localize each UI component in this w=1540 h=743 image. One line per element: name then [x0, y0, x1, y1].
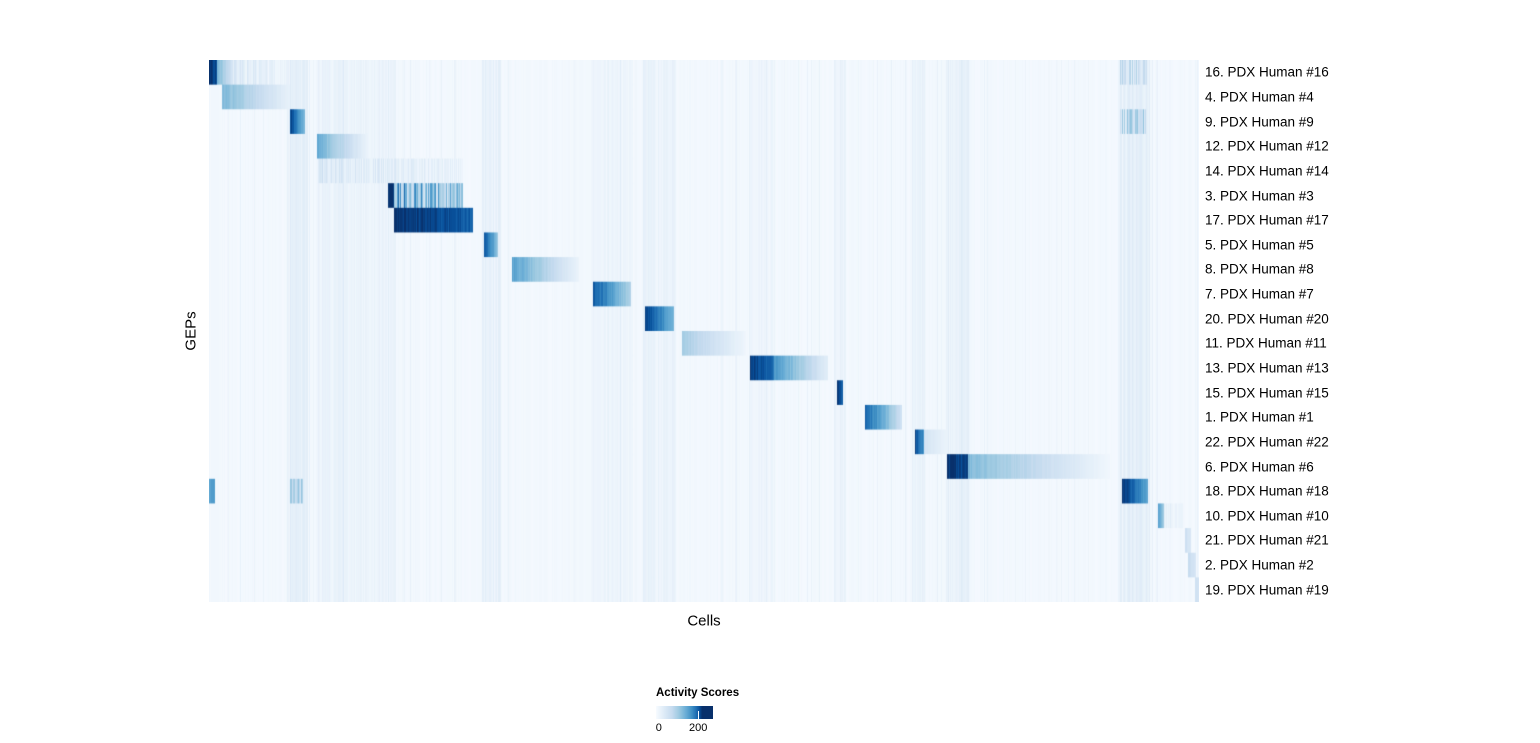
heatmap-canvas — [209, 60, 1199, 602]
row-label: 8. PDX Human #8 — [1205, 261, 1314, 277]
row-label: 18. PDX Human #18 — [1205, 483, 1329, 499]
row-label: 3. PDX Human #3 — [1205, 187, 1314, 203]
legend-colorbar-tickmark — [698, 711, 700, 719]
row-label: 5. PDX Human #5 — [1205, 237, 1314, 253]
legend-ticks: 0 200 — [656, 722, 713, 736]
row-label: 4. PDX Human #4 — [1205, 89, 1314, 105]
legend-colorbar — [656, 706, 713, 719]
row-label: 16. PDX Human #16 — [1205, 64, 1329, 80]
row-label: 15. PDX Human #15 — [1205, 384, 1329, 400]
row-labels: 16. PDX Human #16 4. PDX Human #4 9. PDX H… — [1205, 0, 1535, 743]
row-label: 1. PDX Human #1 — [1205, 409, 1314, 425]
y-axis-label: GEPs — [182, 311, 200, 351]
x-axis-label: Cells — [687, 612, 721, 630]
row-label: 11. PDX Human #11 — [1205, 335, 1327, 351]
row-label: 20. PDX Human #20 — [1205, 310, 1329, 326]
row-label: 13. PDX Human #13 — [1205, 360, 1329, 376]
row-label: 21. PDX Human #21 — [1205, 532, 1329, 548]
row-label: 9. PDX Human #9 — [1205, 113, 1314, 129]
row-label: 2. PDX Human #2 — [1205, 557, 1314, 573]
legend-title: Activity Scores — [656, 687, 740, 699]
row-label: 17. PDX Human #17 — [1205, 212, 1329, 228]
row-label: 22. PDX Human #22 — [1205, 434, 1329, 450]
row-label: 12. PDX Human #12 — [1205, 138, 1329, 154]
row-label: 19. PDX Human #19 — [1205, 581, 1329, 597]
row-label: 10. PDX Human #10 — [1205, 508, 1329, 524]
legend-tick-max: 200 — [688, 722, 708, 734]
legend-tick-min: 0 — [655, 722, 662, 734]
legend: Activity Scores 0 200 — [656, 687, 740, 736]
row-label: 14. PDX Human #14 — [1205, 163, 1329, 179]
row-label: 7. PDX Human #7 — [1205, 286, 1314, 302]
row-label: 6. PDX Human #6 — [1205, 458, 1314, 474]
